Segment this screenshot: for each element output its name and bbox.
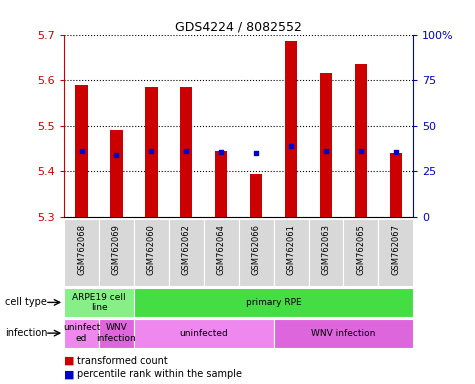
Bar: [134, 288, 413, 317]
Text: ■: ■: [64, 356, 75, 366]
Point: [357, 148, 365, 154]
Bar: [145, 87, 158, 217]
Bar: [169, 219, 204, 286]
Text: WNV
infection: WNV infection: [96, 323, 136, 343]
Bar: [110, 130, 123, 217]
Text: ARPE19 cell
line: ARPE19 cell line: [72, 293, 126, 312]
Text: cell type: cell type: [5, 297, 47, 308]
Bar: [99, 219, 134, 286]
Text: GSM762060: GSM762060: [147, 224, 156, 275]
Text: GSM762067: GSM762067: [391, 224, 400, 275]
Bar: [204, 219, 238, 286]
Bar: [309, 219, 343, 286]
Bar: [76, 85, 88, 217]
Bar: [215, 151, 228, 217]
Title: GDS4224 / 8082552: GDS4224 / 8082552: [175, 20, 302, 33]
Text: primary RPE: primary RPE: [246, 298, 302, 307]
Point: [218, 149, 225, 155]
Text: GSM762063: GSM762063: [322, 224, 331, 275]
Point: [287, 143, 295, 149]
Text: GSM762062: GSM762062: [182, 224, 191, 275]
Text: GSM762061: GSM762061: [286, 224, 295, 275]
Text: ■: ■: [64, 369, 75, 379]
Text: GSM762068: GSM762068: [77, 224, 86, 275]
Point: [322, 148, 330, 154]
Text: WNV infection: WNV infection: [311, 329, 376, 338]
Text: percentile rank within the sample: percentile rank within the sample: [77, 369, 242, 379]
Point: [252, 150, 260, 156]
Text: GSM762065: GSM762065: [356, 224, 365, 275]
Bar: [238, 219, 274, 286]
Point: [182, 148, 190, 154]
Bar: [379, 219, 413, 286]
Text: GSM762066: GSM762066: [252, 224, 261, 275]
Text: infection: infection: [5, 328, 47, 338]
Text: GSM762064: GSM762064: [217, 224, 226, 275]
Text: uninfected: uninfected: [180, 329, 228, 338]
Bar: [64, 319, 99, 348]
Bar: [390, 153, 402, 217]
Bar: [134, 319, 274, 348]
Point: [392, 149, 399, 155]
Bar: [274, 219, 309, 286]
Bar: [320, 73, 332, 217]
Bar: [180, 87, 192, 217]
Bar: [134, 219, 169, 286]
Bar: [343, 219, 379, 286]
Bar: [285, 41, 297, 217]
Point: [148, 148, 155, 154]
Bar: [99, 319, 134, 348]
Point: [78, 148, 86, 154]
Text: GSM762069: GSM762069: [112, 224, 121, 275]
Bar: [355, 64, 367, 217]
Bar: [250, 174, 262, 217]
Text: uninfect
ed: uninfect ed: [63, 323, 100, 343]
Bar: [274, 319, 413, 348]
Text: transformed count: transformed count: [77, 356, 168, 366]
Bar: [64, 219, 99, 286]
Point: [113, 152, 120, 159]
Bar: [64, 288, 134, 317]
